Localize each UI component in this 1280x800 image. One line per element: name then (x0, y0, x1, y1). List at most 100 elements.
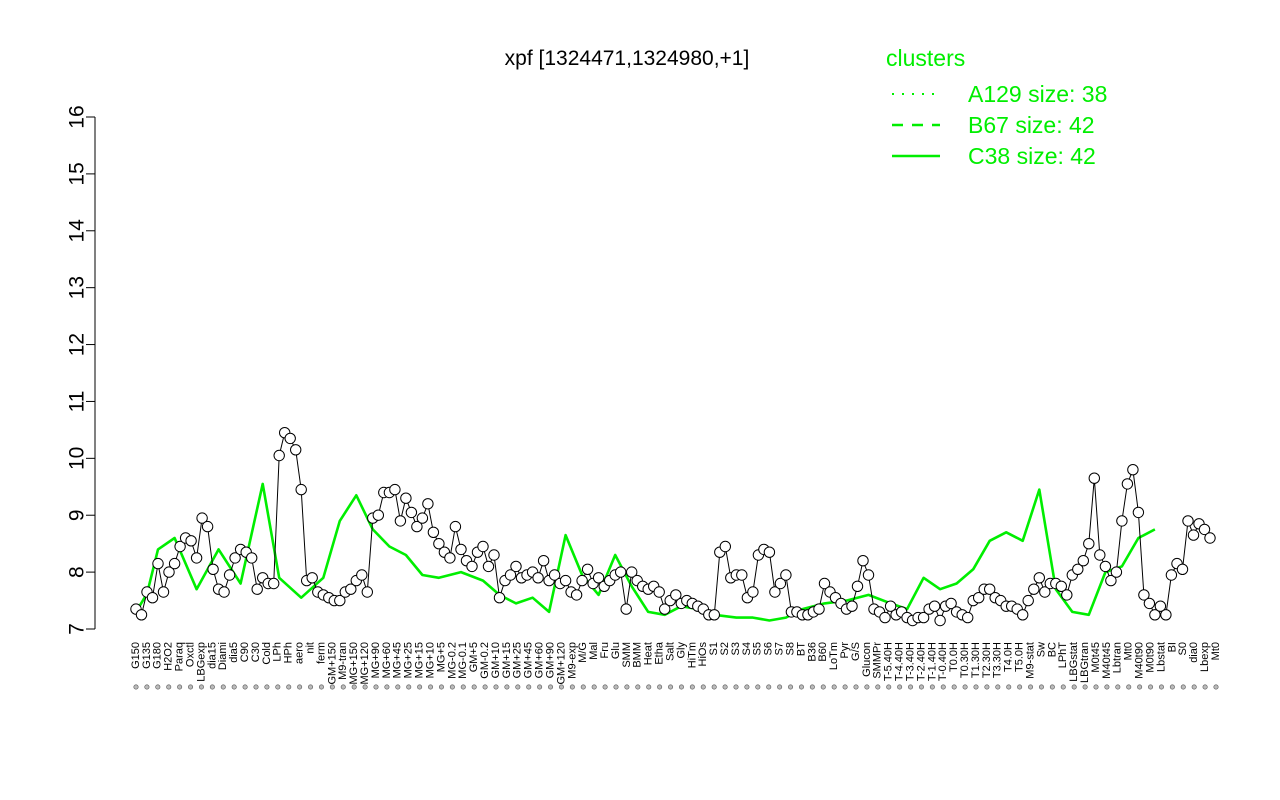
y-tick-label: 15 (66, 162, 89, 185)
x-tick-label: S0 (1177, 642, 1189, 655)
x-tick-label: Etha (654, 641, 666, 665)
data-point (1061, 589, 1073, 601)
x-tick-dot (973, 684, 979, 690)
data-point (879, 611, 891, 624)
data-point (444, 552, 456, 564)
x-tick-dot (438, 684, 444, 690)
data-point (537, 555, 550, 567)
x-tick-dot (384, 684, 390, 690)
x-tick-label: M0t45 (1090, 642, 1102, 673)
x-tick-label: M0t90 (1144, 642, 1156, 673)
x-tick-dot (1180, 684, 1186, 690)
data-point (284, 432, 296, 445)
y-tick-label: 13 (66, 276, 89, 299)
y-tick-label: 7 (66, 623, 89, 635)
data-point (653, 586, 665, 598)
data-point (510, 560, 522, 573)
x-tick-label: GM+25 (512, 642, 524, 678)
x-tick-dot (144, 684, 150, 690)
data-point (934, 614, 946, 627)
x-tick-dot (569, 684, 575, 690)
x-tick-dot (1104, 684, 1110, 690)
x-tick-dot (777, 684, 783, 690)
x-tick-dot (842, 684, 848, 690)
x-tick-dot (198, 684, 204, 690)
y-tick-label: 14 (66, 219, 89, 243)
data-point (246, 552, 258, 564)
data-point (174, 540, 186, 553)
data-point (295, 483, 307, 496)
data-point (185, 535, 197, 547)
x-tick-label: Lbstat (1155, 642, 1167, 672)
data-point (218, 586, 230, 598)
x-tick-dot (700, 684, 706, 690)
x-tick-label: S6 (763, 642, 775, 655)
x-tick-dot (788, 684, 794, 690)
data-point (477, 540, 489, 553)
x-tick-dot (493, 684, 499, 690)
data-point (1105, 574, 1117, 587)
y-axis: 7 8 9 10 11 12 13 14 15 16 (66, 105, 96, 635)
x-tick-dot (875, 684, 881, 690)
data-point (482, 560, 495, 573)
data-point (1198, 523, 1211, 536)
x-tick-label: MG+15 (414, 642, 426, 678)
x-tick-dot (220, 684, 226, 690)
x-tick-label: Gly (675, 642, 687, 659)
data-point (433, 538, 445, 550)
x-tick-label: T4.0H (1003, 642, 1015, 672)
x-tick-label: T0.0H (948, 642, 960, 672)
data-point (405, 506, 418, 519)
x-tick-dot (613, 684, 619, 690)
x-tick-dot (962, 684, 968, 690)
x-tick-dot (177, 684, 183, 690)
x-tick-dot (264, 684, 270, 690)
x-tick-dot (1148, 684, 1154, 690)
x-tick-dot (166, 684, 172, 690)
y-tick-label: 10 (66, 447, 89, 470)
data-point (345, 583, 357, 595)
x-tick-dot (275, 684, 281, 690)
x-tick-label: G/S (850, 642, 862, 661)
x-tick-dot (755, 684, 761, 690)
data-point (846, 600, 858, 612)
x-tick-label: HiOs (697, 642, 709, 667)
data-point (1176, 563, 1189, 575)
x-tick-label: T-2.40H (915, 642, 927, 681)
data-point (1033, 572, 1046, 584)
x-tick-label: M9-exp (566, 642, 578, 679)
data-point (361, 586, 373, 598)
data-point (719, 540, 731, 553)
y-tick-label: 8 (66, 566, 89, 578)
data-point (201, 520, 214, 533)
x-tick-label: Paraq (174, 642, 186, 671)
x-tick-label: B60 (817, 642, 829, 662)
x-tick-dot (591, 684, 597, 690)
x-tick-label: Mt0 (1123, 642, 1135, 660)
x-tick-label: M40t45 (1101, 642, 1113, 679)
data-point (670, 589, 682, 601)
x-tick-label: aero (294, 642, 306, 664)
data-point (1187, 529, 1200, 541)
x-tick-label: GM-0.2 (479, 642, 491, 679)
x-tick-label: MG+60 (381, 642, 393, 678)
data-point (1022, 594, 1034, 607)
x-tick-label: M9-stat (1024, 642, 1036, 679)
x-tick-dot (744, 684, 750, 690)
data-point (135, 609, 148, 621)
legend-entry-a129: A129 size: 38 (968, 81, 1107, 107)
y-tick-label: 9 (66, 509, 89, 521)
data-point (168, 557, 181, 570)
x-tick-dot (1126, 684, 1132, 690)
data-point (592, 572, 605, 584)
data-point (1204, 532, 1216, 544)
x-tick-dot (711, 684, 717, 690)
x-tick-dot (286, 684, 292, 690)
x-tick-dot (733, 684, 739, 690)
x-tick-label: M/G (577, 642, 589, 663)
x-tick-label: GM+15 (501, 642, 513, 678)
data-point (862, 569, 875, 581)
x-tick-label: T-5.40H (883, 642, 895, 681)
x-tick-dot (428, 684, 434, 690)
x-tick-label: B36 (806, 642, 818, 662)
